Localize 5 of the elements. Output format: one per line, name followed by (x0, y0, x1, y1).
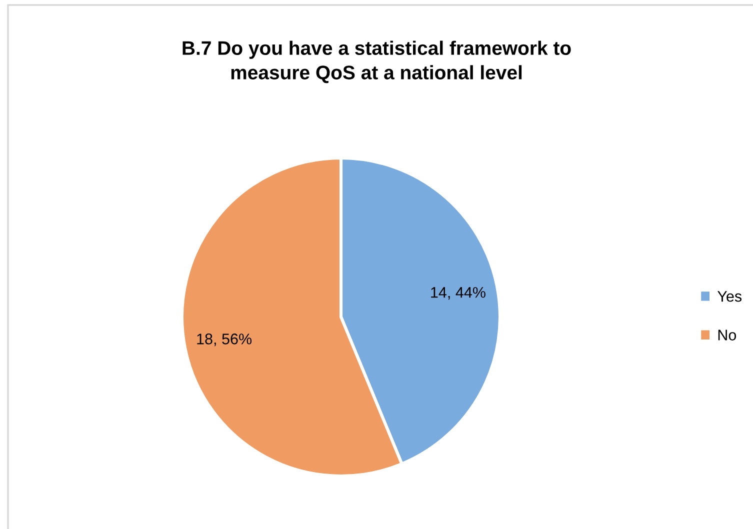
data-label: 14, 44% (431, 287, 486, 300)
legend-label: Yes (717, 291, 742, 302)
legend-label: No (718, 330, 736, 340)
chart-title: B.7 Do you have a statistical framework to measure QoS at a national level (182, 40, 571, 84)
data-label: 18, 56% (197, 334, 252, 346)
